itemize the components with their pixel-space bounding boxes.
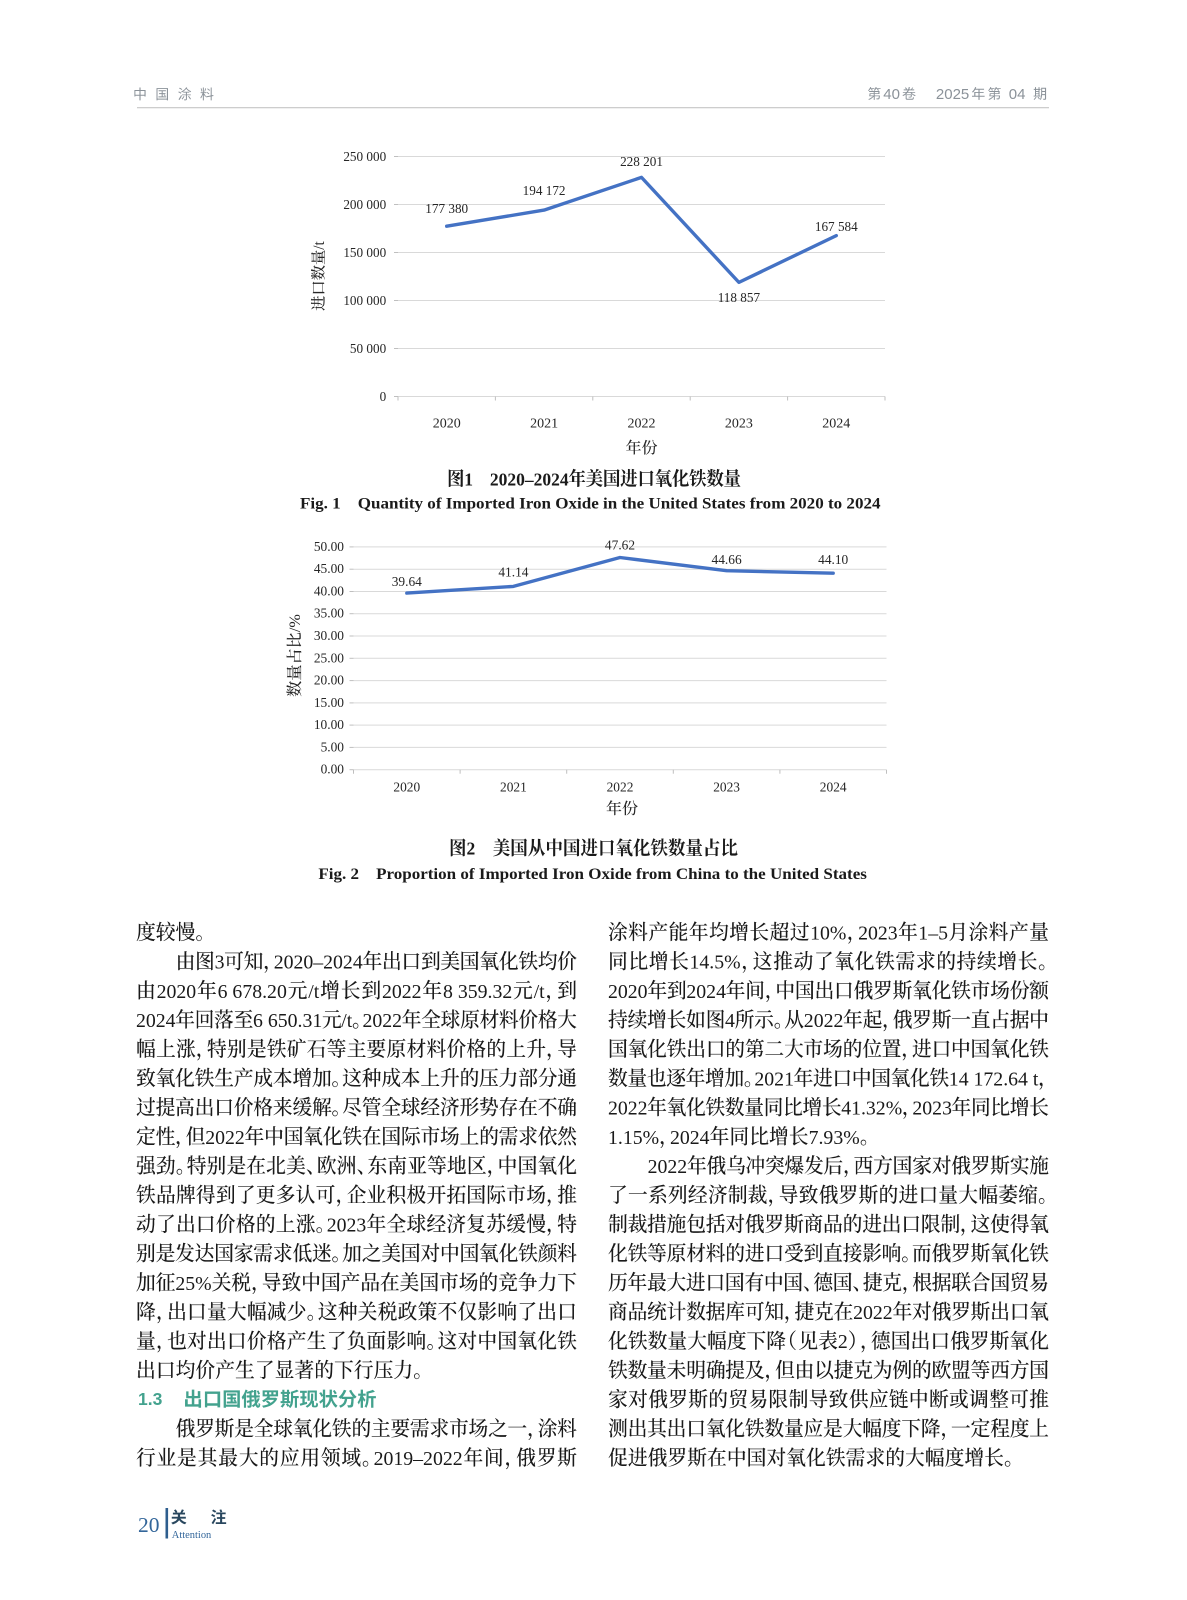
svg-text:2020: 2020 xyxy=(157,981,197,1003)
svg-text:41.32%: 41.32% xyxy=(841,1098,902,1120)
svg-text:6 678.20: 6 678.20 xyxy=(218,981,287,1003)
svg-text:/t: /t xyxy=(534,981,545,1003)
svg-text:3: 3 xyxy=(215,952,225,974)
svg-text:2022: 2022 xyxy=(205,1127,245,1149)
svg-text:2021: 2021 xyxy=(754,1068,794,1090)
svg-text:/%: /% xyxy=(286,614,304,632)
svg-text:/t: /t xyxy=(308,981,319,1003)
svg-text:100 000: 100 000 xyxy=(343,293,386,308)
svg-text:167 584: 167 584 xyxy=(815,219,858,234)
svg-text:7.93%: 7.93% xyxy=(809,1127,860,1149)
svg-text:118 857: 118 857 xyxy=(718,290,761,305)
svg-text:04: 04 xyxy=(1009,86,1026,103)
svg-text:0.00: 0.00 xyxy=(321,762,345,777)
svg-text:194 172: 194 172 xyxy=(523,183,566,198)
svg-text:40.00: 40.00 xyxy=(314,584,344,599)
svg-text:39.64: 39.64 xyxy=(392,574,422,589)
svg-text:2024: 2024 xyxy=(686,981,726,1003)
svg-text:2024: 2024 xyxy=(820,779,847,794)
svg-text:40: 40 xyxy=(883,86,900,103)
svg-text:2023: 2023 xyxy=(327,1214,367,1236)
svg-text:44.10: 44.10 xyxy=(818,552,848,567)
svg-text:14 172.64 t: 14 172.64 t xyxy=(949,1068,1039,1090)
svg-text:1.15%: 1.15% xyxy=(608,1127,659,1149)
svg-text:1–5: 1–5 xyxy=(918,922,948,944)
svg-text:2024: 2024 xyxy=(136,1010,176,1032)
svg-text:2021: 2021 xyxy=(530,417,558,432)
svg-text:2022: 2022 xyxy=(607,779,634,794)
svg-text:2022: 2022 xyxy=(608,1098,648,1120)
svg-text:10.00: 10.00 xyxy=(314,717,344,732)
svg-text:2022: 2022 xyxy=(382,981,422,1003)
svg-text:2020–2024: 2020–2024 xyxy=(274,952,363,974)
svg-text:2025: 2025 xyxy=(936,86,969,103)
svg-text:2023: 2023 xyxy=(912,1098,952,1120)
svg-text:14.5%: 14.5% xyxy=(690,952,741,974)
svg-text:2022: 2022 xyxy=(648,1156,688,1178)
svg-text:45.00: 45.00 xyxy=(314,561,344,576)
svg-text:2022: 2022 xyxy=(628,417,656,432)
svg-text:2022: 2022 xyxy=(804,1010,844,1032)
svg-text:Attention: Attention xyxy=(172,1530,212,1541)
svg-text:2023: 2023 xyxy=(725,417,753,432)
svg-text:Fig. 2 Proportion of Import: Fig. 2 Proportion of Imported Iron Oxide… xyxy=(318,864,867,883)
svg-text:50 000: 50 000 xyxy=(350,341,387,356)
svg-text:2024: 2024 xyxy=(822,417,850,432)
svg-text:2024: 2024 xyxy=(670,1127,710,1149)
svg-text:0: 0 xyxy=(380,389,387,404)
svg-text:250 000: 250 000 xyxy=(343,149,386,164)
svg-text:1.3: 1.3 xyxy=(138,1389,163,1409)
svg-text:8 359.32: 8 359.32 xyxy=(443,981,512,1003)
svg-text:6 650.31: 6 650.31 xyxy=(253,1010,322,1032)
svg-text:20: 20 xyxy=(138,1513,160,1537)
svg-text:2: 2 xyxy=(838,1331,848,1353)
svg-text:15.00: 15.00 xyxy=(314,695,344,710)
svg-text:25%: 25% xyxy=(175,1273,211,1295)
svg-text:2023: 2023 xyxy=(858,922,898,944)
svg-text:2023: 2023 xyxy=(713,779,740,794)
svg-text:25.00: 25.00 xyxy=(314,650,344,665)
svg-text:2020: 2020 xyxy=(608,981,648,1003)
svg-text:/t: /t xyxy=(341,1010,352,1032)
svg-text:30.00: 30.00 xyxy=(314,628,344,643)
svg-text:4: 4 xyxy=(725,1010,735,1032)
svg-text:50.00: 50.00 xyxy=(314,539,344,554)
svg-text:2020: 2020 xyxy=(433,417,461,432)
svg-text:2020–2024: 2020–2024 xyxy=(490,469,569,489)
svg-text:177 380: 177 380 xyxy=(425,201,468,216)
svg-text:20.00: 20.00 xyxy=(314,673,344,688)
svg-text:1: 1 xyxy=(464,469,473,489)
svg-text:2: 2 xyxy=(467,839,476,859)
svg-text:35.00: 35.00 xyxy=(314,606,344,621)
svg-text:2022: 2022 xyxy=(853,1302,893,1324)
svg-text:228 201: 228 201 xyxy=(620,154,663,169)
svg-text:Fig. 1 Quantity of Imported: Fig. 1 Quantity of Imported Iron Oxide i… xyxy=(300,494,881,513)
svg-text:41.14: 41.14 xyxy=(498,565,528,580)
svg-text:150 000: 150 000 xyxy=(343,245,386,260)
svg-text:44.66: 44.66 xyxy=(712,552,742,567)
svg-text:200 000: 200 000 xyxy=(343,197,386,212)
svg-text:/t: /t xyxy=(311,240,328,249)
svg-text:2019–2022: 2019–2022 xyxy=(374,1448,463,1470)
svg-text:5.00: 5.00 xyxy=(321,739,345,754)
svg-text:47.62: 47.62 xyxy=(605,538,635,553)
svg-text:2021: 2021 xyxy=(500,779,527,794)
svg-text:2022: 2022 xyxy=(363,1010,403,1032)
svg-text:10%: 10% xyxy=(810,922,846,944)
svg-text:2020: 2020 xyxy=(393,779,420,794)
